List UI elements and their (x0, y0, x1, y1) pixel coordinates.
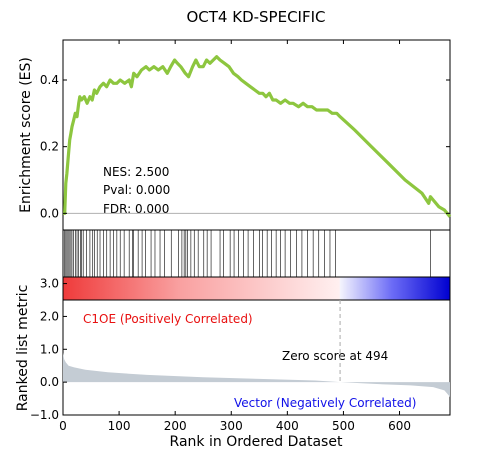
es-y-tick-label: 0.0 (40, 206, 59, 220)
metric-area (63, 352, 450, 397)
x-tick-label: 400 (276, 419, 299, 433)
x-tick-label: 100 (108, 419, 131, 433)
hits-panel-frame (62, 229, 451, 278)
metric-y-tick-label: 0.0 (40, 375, 59, 389)
zero-score-label: Zero score at 494 (282, 349, 388, 363)
x-tick-label: 200 (164, 419, 187, 433)
es-y-tick-label: 0.4 (40, 73, 59, 87)
pval-stat: Pval: 0.000 (103, 183, 170, 197)
x-axis-label: Rank in Ordered Dataset (170, 434, 343, 450)
negative-correlation-label: Vector (Negatively Correlated) (234, 396, 416, 410)
es-axis-label: Enrichment score (ES) (18, 57, 34, 213)
x-tick-label: 300 (220, 419, 243, 433)
x-tick-label: 0 (59, 419, 67, 433)
x-tick-label: 500 (332, 419, 355, 433)
es-y-tick-label: 0.2 (40, 140, 59, 154)
metric-y-tick-label: 2.0 (40, 309, 59, 323)
metric-y-tick-label: 1.0 (40, 342, 59, 356)
x-tick-label: 600 (388, 419, 411, 433)
nes-stat: NES: 2.500 (103, 165, 169, 179)
fdr-stat: FDR: 0.000 (103, 202, 169, 216)
chart-marks: 0.0 0.2 0.4 −1.0 0.0 1.0 2.0 3.0 0 100 200 300 400 50… (30, 40, 452, 433)
es-line (63, 55, 452, 218)
metric-axis-label: Ranked list metric (15, 285, 31, 412)
metric-y-tick-label: −1.0 (30, 408, 59, 422)
metric-y-tick-label: 3.0 (40, 277, 59, 291)
chart-title: OCT4 KD-SPECIFIC (186, 8, 325, 26)
positive-correlation-label: C1OE (Positively Correlated) (83, 312, 253, 326)
rank-color-bar (62, 276, 451, 301)
